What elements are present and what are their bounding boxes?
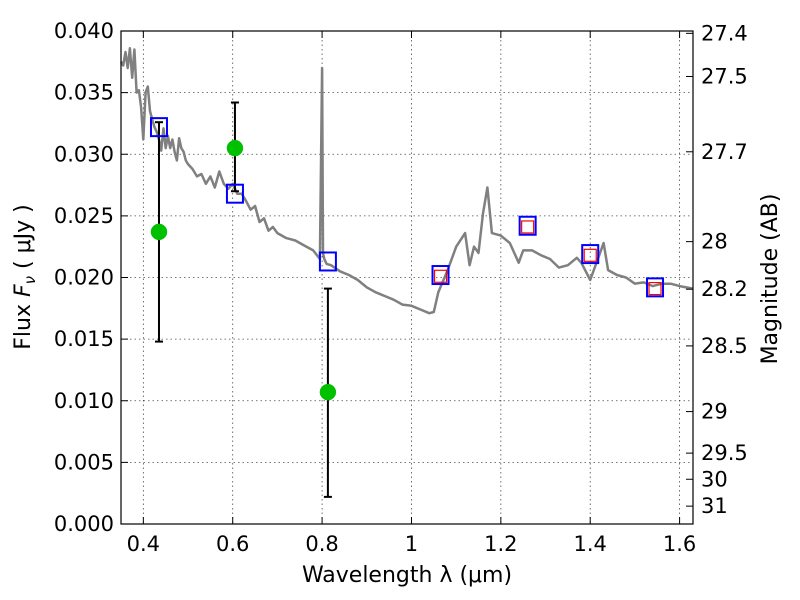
right-tick-label: 28.2 xyxy=(701,277,748,301)
right-tick-label: 28 xyxy=(701,230,728,254)
y-tick-label: 0.025 xyxy=(54,204,114,228)
x-tick-label: 0.6 xyxy=(216,532,249,556)
x-tick-label: 0.4 xyxy=(127,532,160,556)
right-tick-label: 28.5 xyxy=(701,334,748,358)
green-point xyxy=(150,223,168,241)
right-tick-label: 27.7 xyxy=(701,140,748,164)
y-tick-label: 0.015 xyxy=(54,327,114,351)
y-tick-labels: 0.000 0.005 0.010 0.015 0.020 0.025 0.030 0.035… xyxy=(54,19,114,536)
x-axis-label: Wavelength λ (μm) xyxy=(302,563,512,588)
right-tick-label: 31 xyxy=(701,494,728,518)
right-tick-label: 30 xyxy=(701,467,728,491)
x-tick-label: 0.8 xyxy=(305,532,338,556)
blue-square xyxy=(581,244,600,265)
blue-square xyxy=(431,265,450,286)
y-label-var: F xyxy=(11,284,36,297)
red-square xyxy=(433,269,448,283)
y-label-units: ( μJy ) xyxy=(11,204,36,276)
x-tick-label: 1.4 xyxy=(574,532,607,556)
right-tick-labels: 27.4 27.5 27.7 28 28.2 28.5 29 29.530 31 xyxy=(701,21,748,518)
red-square xyxy=(583,248,597,262)
blue-square xyxy=(646,277,665,298)
y-tick-label: 0.035 xyxy=(54,81,114,105)
blue-square xyxy=(225,183,244,204)
blue-square xyxy=(518,215,537,236)
y-tick-label: 0.030 xyxy=(54,142,114,166)
y-tick-label: 0.040 xyxy=(54,19,114,43)
right-tick-label: 29 xyxy=(701,400,728,424)
right-tick-label: 27.4 xyxy=(701,21,748,45)
y-tick-label: 0.000 xyxy=(54,512,114,536)
blue-square xyxy=(149,117,168,138)
green-point xyxy=(226,139,244,157)
y-label-prefix: Flux xyxy=(11,297,36,350)
model-spectrum xyxy=(119,47,694,315)
grid-lines xyxy=(121,30,693,525)
y-axis-label-left: Flux Fν ( μJy ) xyxy=(11,204,39,349)
red-square xyxy=(521,220,535,234)
green-point xyxy=(319,383,337,401)
axis-ticks xyxy=(121,30,693,525)
right-tick-label: 27.5 xyxy=(701,64,748,88)
x-tick-labels: 0.4 0.6 0.8 1 1.2 1.4 1.6 xyxy=(127,532,697,556)
y-label-sub: ν xyxy=(21,276,39,284)
y-tick-label: 0.020 xyxy=(54,266,114,290)
red-square xyxy=(648,281,662,296)
right-tick-label: 29.5 xyxy=(701,441,748,465)
spectrum-line xyxy=(119,47,694,315)
data-markers xyxy=(149,117,665,401)
x-tick-label: 1.6 xyxy=(663,532,696,556)
x-tick-label: 1.2 xyxy=(484,532,517,556)
y-tick-label: 0.005 xyxy=(54,450,114,474)
x-tick-label: 1 xyxy=(405,532,418,556)
y-axis-label-right: Magnitude (AB) xyxy=(758,194,783,365)
blue-square xyxy=(318,251,337,272)
y-tick-label: 0.010 xyxy=(54,389,114,413)
